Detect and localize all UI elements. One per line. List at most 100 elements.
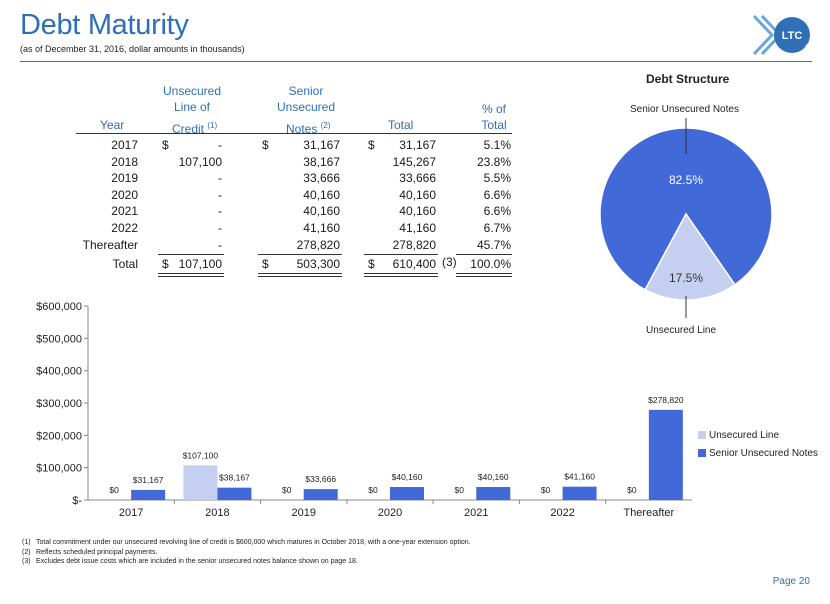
- cell-pct: 6.6%: [483, 204, 511, 219]
- cell-line: -: [218, 237, 222, 252]
- bar-data-label: $40,160: [478, 472, 509, 482]
- footnote-ref-2: (2): [320, 121, 331, 130]
- x-tick-label: 2018: [205, 507, 229, 519]
- subtotal-line: [456, 254, 512, 256]
- subtotal-line: [364, 254, 438, 256]
- cell-year: 2019: [111, 171, 138, 186]
- pie-label-unsecured: Unsecured Line: [646, 325, 717, 336]
- pie-slice-unsecured-line: [644, 212, 736, 301]
- bar-data-label: $0: [282, 485, 292, 495]
- footnote-number: (3): [22, 558, 31, 565]
- y-tick-label: $-: [72, 495, 82, 507]
- header-line-2: Line of: [173, 100, 211, 114]
- header-pct-1: % of: [481, 102, 506, 116]
- bar-data-label: $38,167: [219, 473, 250, 483]
- pie-slice-senior-notes: [599, 127, 773, 291]
- total-double-underline: [456, 273, 512, 275]
- cell-pct: 6.7%: [483, 221, 511, 235]
- total-double-underline: [364, 276, 438, 278]
- cell-line: -: [218, 204, 222, 219]
- bar-senior-notes: [562, 486, 597, 500]
- pie-label-senior: Senior Unsecured Notes: [630, 104, 739, 115]
- cell-pct: 6.6%: [483, 187, 511, 202]
- x-tick-label: 2022: [550, 507, 574, 519]
- bar-data-label: $0: [455, 485, 465, 495]
- bar-data-label: $33,666: [305, 474, 336, 484]
- page-number: Page 20: [772, 576, 810, 587]
- footnote-text: Total commitment under our unsecured rev…: [36, 539, 471, 546]
- cell-pct: 5.1%: [483, 138, 511, 152]
- cell-notes: 40,160: [303, 187, 340, 202]
- subtotal-line: [258, 254, 342, 256]
- footnote-ref-1: (1): [207, 121, 218, 130]
- footnote-ref-3: (3): [442, 255, 457, 270]
- x-tick-label: 2019: [291, 507, 315, 519]
- cell-notes: 33,666: [303, 171, 340, 186]
- cell-notes-dollar: $: [262, 138, 269, 152]
- x-tick-label: Thereafter: [623, 507, 674, 519]
- pie-value-label: 17.5%: [669, 271, 703, 285]
- cell-year: Total: [112, 257, 138, 272]
- total-double-underline: [258, 273, 342, 275]
- cell-year: 2022: [111, 221, 138, 235]
- cell-pct: 100.0%: [470, 257, 511, 272]
- bar-unsecured-line: [183, 465, 218, 500]
- debt-maturity-bar-chart: $- $100,000 $200,000 $300,000 $400,000 $500,0…: [36, 301, 692, 519]
- cell-line-dollar: $: [162, 138, 169, 152]
- cell-total: 278,820: [392, 237, 436, 252]
- cell-year: 2018: [111, 154, 138, 169]
- cell-total: 33,666: [399, 171, 436, 186]
- cell-line-dollar: $: [162, 257, 169, 272]
- header-notes-2: Unsecured: [276, 100, 336, 114]
- cell-notes: 278,820: [296, 237, 340, 252]
- y-tick-label: $300,000: [36, 398, 82, 410]
- footnote-number: (2): [22, 548, 31, 556]
- cell-notes: 503,300: [296, 257, 340, 272]
- cell-notes: 38,167: [303, 154, 340, 169]
- bar-data-label: $0: [368, 485, 378, 495]
- bar-senior-notes: [217, 487, 252, 500]
- y-tick-label: $400,000: [36, 366, 82, 378]
- cell-year: Thereafter: [82, 237, 138, 252]
- bar-senior-notes: [303, 489, 338, 500]
- total-double-underline: [364, 273, 438, 275]
- y-tick-label: $500,000: [36, 333, 82, 345]
- cell-line: -: [218, 138, 222, 152]
- pie-title: Debt Structure: [646, 72, 730, 86]
- bar-senior-notes: [476, 487, 511, 500]
- legend-senior-notes: Senior Unsecured Notes: [698, 448, 818, 459]
- cell-notes: 41,160: [303, 221, 340, 235]
- x-tick-label: 2021: [464, 507, 488, 519]
- header-notes-1: Senior: [288, 84, 324, 98]
- cell-line: 107,100: [178, 257, 222, 272]
- legend-unsecured-line: Unsecured Line: [698, 430, 779, 441]
- cell-pct: 5.5%: [483, 171, 511, 186]
- legend-swatch: [698, 431, 706, 440]
- page-subtitle: (as of December 31, 2016, dollar amounts…: [20, 44, 245, 54]
- total-double-underline: [456, 276, 512, 278]
- cell-total: 31,167: [399, 138, 436, 152]
- cell-total: 40,160: [399, 187, 436, 202]
- cell-line: -: [218, 171, 222, 186]
- bar-senior-notes: [131, 489, 166, 500]
- debt-structure-pie: 82.5% 17.5%: [599, 118, 773, 318]
- footnote-text: Reflects scheduled principal payments.: [36, 548, 158, 556]
- bar-data-label: $41,160: [564, 472, 595, 482]
- header-line-3: Credit (1): [172, 121, 218, 136]
- bar-senior-notes: [648, 409, 683, 500]
- page-title: Debt Maturity: [20, 9, 189, 41]
- bar-senior-notes: [390, 487, 424, 500]
- ltc-logo: LTC REIT: [752, 14, 812, 56]
- cell-total: 145,267: [392, 154, 436, 169]
- legend-swatch: [698, 449, 706, 458]
- logo-text: LTC: [782, 30, 803, 42]
- total-double-underline: [258, 276, 342, 278]
- total-double-underline: [158, 276, 224, 278]
- bar-data-label: $107,100: [183, 450, 219, 460]
- bar-data-label: $0: [541, 485, 551, 495]
- footnote-text: Excludes debt issue costs which are incl…: [36, 558, 358, 565]
- cell-pct: 23.8%: [476, 154, 511, 169]
- y-tick-label: $200,000: [36, 430, 82, 442]
- cell-total: 40,160: [399, 204, 436, 219]
- cell-notes-dollar: $: [262, 257, 269, 272]
